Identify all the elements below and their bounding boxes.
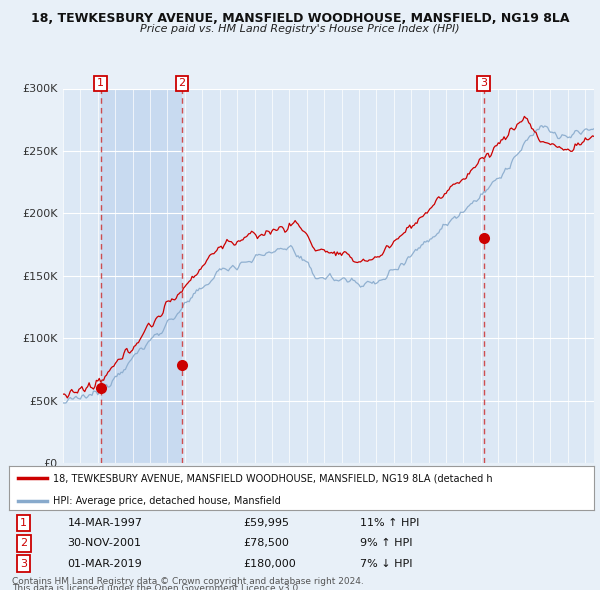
Text: 2: 2 [20,539,27,548]
Bar [182,88,594,463]
Text: 1: 1 [20,518,27,528]
Bar [101,88,182,463]
Text: 2: 2 [178,78,185,88]
Text: 3: 3 [20,559,27,569]
Text: 01-MAR-2019: 01-MAR-2019 [67,559,142,569]
Text: Contains HM Land Registry data © Crown copyright and database right 2024.: Contains HM Land Registry data © Crown c… [12,577,364,586]
Text: £180,000: £180,000 [243,559,296,569]
Text: Price paid vs. HM Land Registry's House Price Index (HPI): Price paid vs. HM Land Registry's House … [140,24,460,34]
Bar [63,88,101,463]
Text: 1: 1 [97,78,104,88]
Text: 30-NOV-2001: 30-NOV-2001 [67,539,142,548]
Text: HPI: Average price, detached house, Mansfield: HPI: Average price, detached house, Mans… [53,496,281,506]
Text: £59,995: £59,995 [243,518,289,528]
Text: 18, TEWKESBURY AVENUE, MANSFIELD WOODHOUSE, MANSFIELD, NG19 8LA (detached h: 18, TEWKESBURY AVENUE, MANSFIELD WOODHOU… [53,474,493,483]
Text: 11% ↑ HPI: 11% ↑ HPI [360,518,419,528]
Text: 18, TEWKESBURY AVENUE, MANSFIELD WOODHOUSE, MANSFIELD, NG19 8LA: 18, TEWKESBURY AVENUE, MANSFIELD WOODHOU… [31,12,569,25]
Text: 3: 3 [480,78,487,88]
Text: 9% ↑ HPI: 9% ↑ HPI [360,539,413,548]
Text: This data is licensed under the Open Government Licence v3.0.: This data is licensed under the Open Gov… [12,584,301,590]
Text: £78,500: £78,500 [243,539,289,548]
Text: 7% ↓ HPI: 7% ↓ HPI [360,559,413,569]
Text: 14-MAR-1997: 14-MAR-1997 [67,518,143,528]
